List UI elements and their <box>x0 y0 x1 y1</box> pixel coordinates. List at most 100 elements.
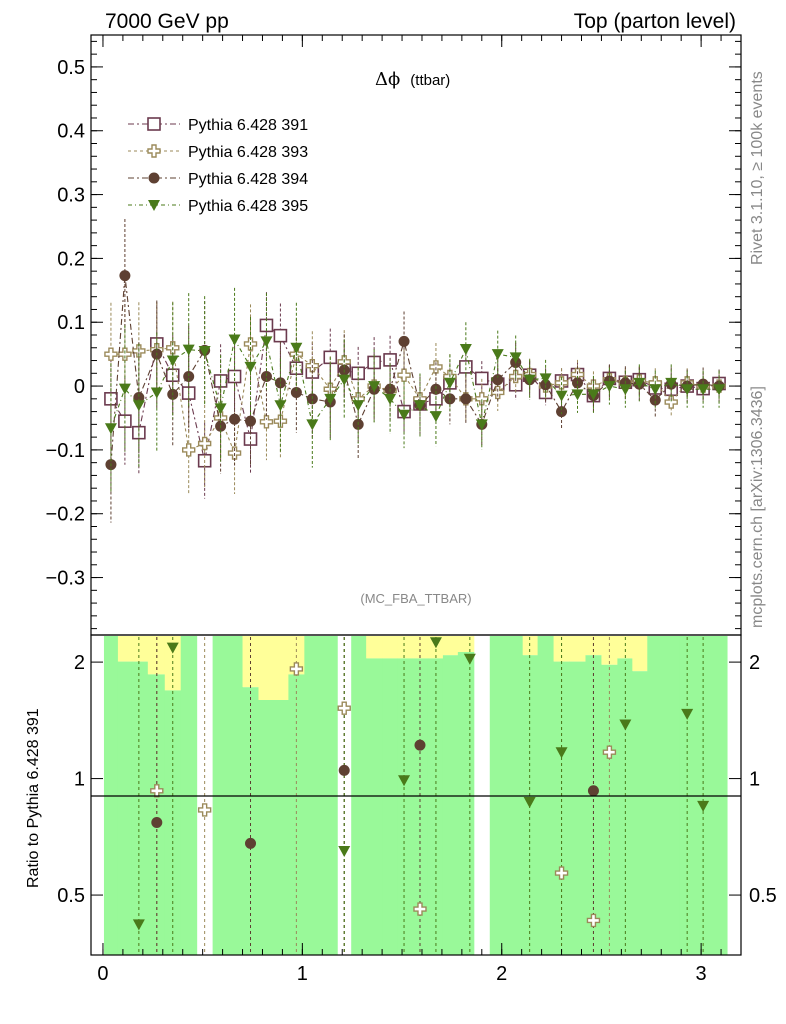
ratio-band-green <box>553 661 571 955</box>
series-line-1 <box>110 343 720 456</box>
ratio-point <box>151 817 163 829</box>
ratio-frame <box>90 634 742 956</box>
data-point <box>509 352 522 364</box>
data-point <box>197 436 212 451</box>
data-point <box>228 334 241 346</box>
ratio-point <box>555 747 568 759</box>
data-point <box>338 374 351 386</box>
ratio-band-yellow <box>382 636 398 659</box>
ratio-point <box>429 637 442 649</box>
ratio-y-tick-label-left: 1 <box>74 769 85 791</box>
main-series-group <box>104 219 726 523</box>
data-point <box>182 344 195 356</box>
header-right: Top (parton level) <box>574 10 736 33</box>
data-point <box>118 383 131 395</box>
ratio-y-tick-label-right: 2 <box>749 652 760 674</box>
data-point <box>429 411 442 423</box>
ratio-band-yellow <box>273 636 289 700</box>
data-point <box>398 409 411 421</box>
data-point <box>397 368 411 382</box>
rivet-label: Rivet 3.1.10, ≥ 100k events <box>749 71 766 265</box>
data-point <box>413 400 426 412</box>
ratio-band-yellow <box>366 636 383 659</box>
ratio-band-green <box>288 674 305 955</box>
legend-marker <box>147 117 161 131</box>
data-point <box>491 385 505 400</box>
ratio-y-tick-label-right: 0.5 <box>749 885 777 907</box>
ratio-point <box>586 913 601 928</box>
ratio-band-yellow <box>442 636 459 656</box>
analysis-tag: (MC_FBA_TTBAR) <box>360 591 471 606</box>
ratio-point <box>197 803 212 817</box>
legend-marker <box>148 200 160 211</box>
ratio-point <box>166 642 179 654</box>
ratio-band-green <box>397 658 413 955</box>
ratio-point <box>132 919 145 931</box>
main-title-rest: (ttbar) <box>410 72 450 89</box>
ratio-band-yellow <box>553 636 571 662</box>
ratio-band-green <box>457 652 475 955</box>
y-tick-label: 0.3 <box>57 185 85 207</box>
data-point <box>306 419 319 431</box>
data-point <box>555 390 568 402</box>
ratio-band-yellow <box>522 636 539 656</box>
legend-marker <box>147 144 161 158</box>
ratio-point <box>413 902 427 916</box>
data-point <box>571 389 584 401</box>
ratio-band-green <box>258 700 274 955</box>
data-point <box>368 381 381 393</box>
data-point <box>183 370 195 382</box>
data-point <box>245 415 257 427</box>
data-point <box>244 361 257 373</box>
ratio-band-yellow <box>457 636 475 652</box>
ratio-point <box>338 845 351 857</box>
y-tick-label: 0 <box>74 376 85 398</box>
ratio-band-green <box>366 658 383 955</box>
ratio-band-green <box>632 671 648 955</box>
data-point <box>443 377 456 389</box>
y-tick-label: −0.1 <box>46 440 85 462</box>
data-point <box>664 395 678 409</box>
data-point <box>260 336 273 348</box>
ratio-point <box>463 653 476 665</box>
y-tick-label: −0.3 <box>46 568 85 590</box>
data-point <box>181 443 196 457</box>
data-point <box>540 379 552 391</box>
data-point <box>119 270 131 282</box>
data-point <box>429 360 443 374</box>
data-point <box>352 400 365 412</box>
ratio-ylabel: Ratio to Pythia 6.428 391 <box>25 708 42 888</box>
ratio-series-group <box>132 637 710 953</box>
ratio-band-yellow <box>617 636 633 659</box>
ratio-band-yellow <box>117 636 133 662</box>
ratio-point <box>289 662 304 676</box>
y-tick-label: 0.4 <box>57 121 85 143</box>
data-point <box>523 374 536 386</box>
data-point <box>681 384 694 396</box>
legend-marker <box>148 172 160 184</box>
legend-label: Pythia 6.428 391 <box>188 117 308 134</box>
ratio-point <box>587 785 599 797</box>
header-left: 7000 GeV pp <box>105 10 229 33</box>
ratio-point <box>414 739 426 751</box>
data-point <box>398 335 410 347</box>
data-point <box>324 393 337 405</box>
data-point <box>539 373 552 385</box>
data-point <box>649 384 662 396</box>
data-point <box>132 400 145 412</box>
data-point <box>259 415 274 429</box>
ratio-point <box>337 701 351 715</box>
data-point <box>475 419 488 431</box>
data-point <box>587 389 600 401</box>
ratio-uncertainty-bands <box>103 636 728 955</box>
ratio-band-yellow <box>397 636 413 659</box>
ratio-y-tick-label-right: 1 <box>749 769 760 791</box>
data-point <box>633 377 646 389</box>
ratio-y-tick-label-left: 2 <box>74 652 85 674</box>
x-tick-label: 0 <box>97 963 108 985</box>
y-tick-label: 0.1 <box>57 312 85 334</box>
data-point <box>665 377 678 389</box>
x-tick-label: 1 <box>297 963 308 985</box>
data-point <box>444 393 456 405</box>
